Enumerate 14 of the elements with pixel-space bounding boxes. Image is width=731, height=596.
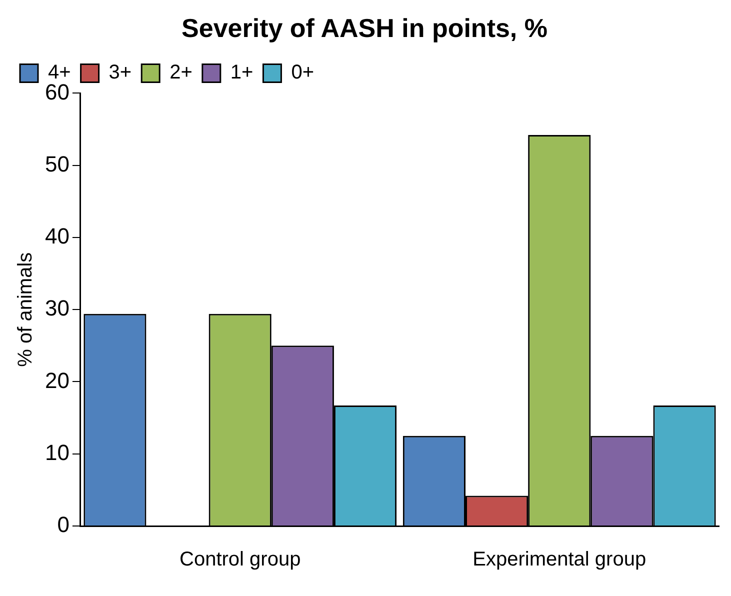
legend-label: 0+	[291, 62, 314, 84]
y-tick-label: 50	[44, 151, 70, 176]
y-tick-label: 10	[44, 440, 70, 465]
y-tick-label: 0	[57, 512, 70, 538]
y-tick-label: 40	[44, 224, 70, 249]
y-axis-title: % of animals	[14, 252, 37, 367]
y-tick-label: 30	[44, 296, 70, 321]
y-tick-label: 20	[44, 368, 70, 393]
x-tick-label: Experimental group	[472, 548, 646, 571]
legend-label: 3+	[108, 62, 132, 84]
x-tick-label: Control group	[180, 548, 301, 571]
chart-title: Severity of AASH in points, %	[182, 12, 548, 43]
legend-label: 2+	[170, 62, 192, 84]
legend-label: 1+	[230, 62, 254, 84]
